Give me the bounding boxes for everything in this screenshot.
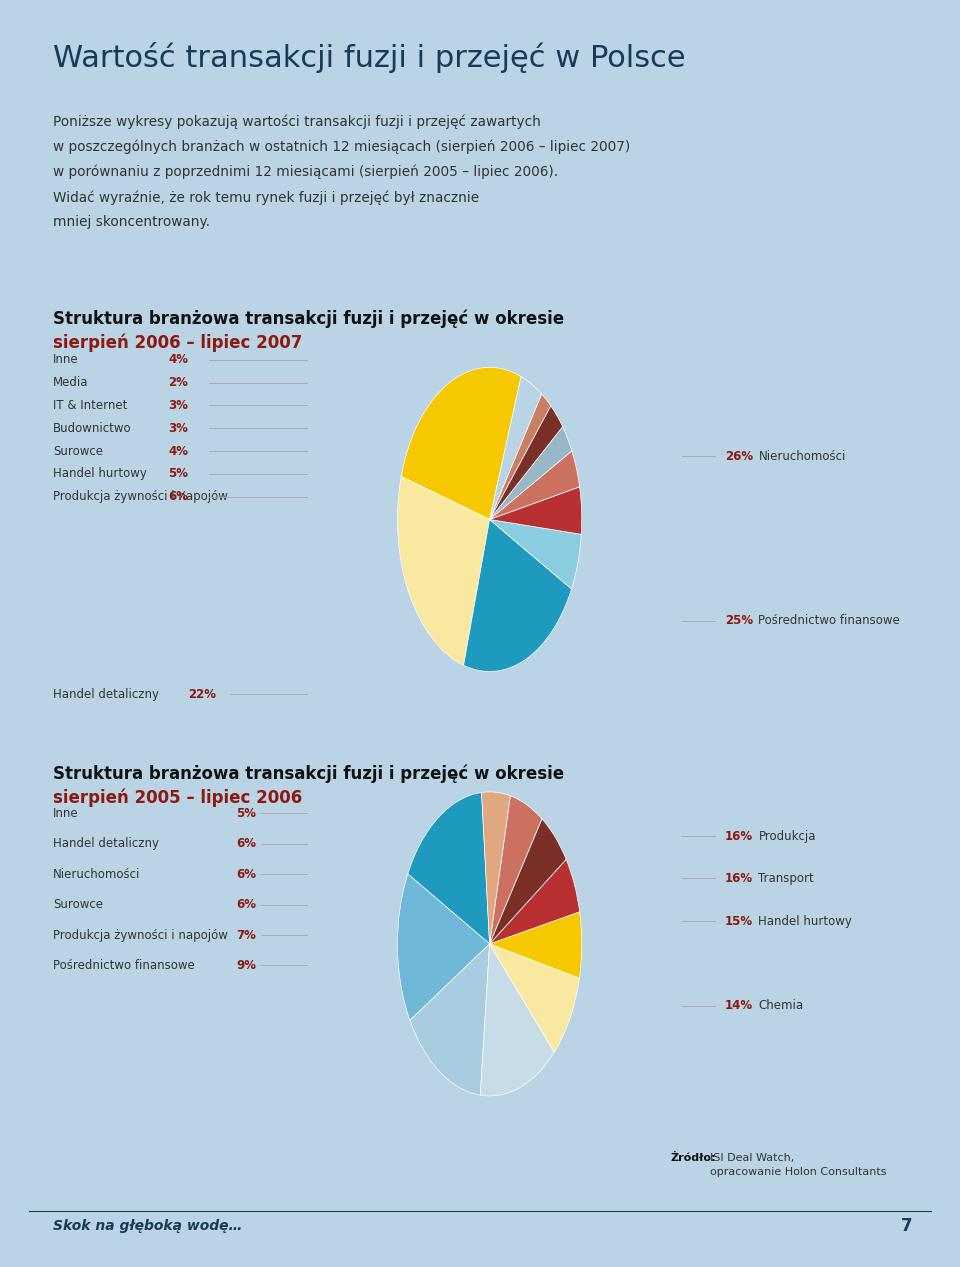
Text: 6%: 6% <box>236 837 256 850</box>
Text: Surowce: Surowce <box>53 898 103 911</box>
Wedge shape <box>408 792 490 944</box>
Text: 4%: 4% <box>168 353 188 366</box>
Text: 6%: 6% <box>236 868 256 881</box>
Text: 25%: 25% <box>725 614 753 627</box>
Text: Struktura branżowa transakcji fuzji i przejęć w okresie: Struktura branżowa transakcji fuzji i pr… <box>53 309 564 328</box>
Text: 5%: 5% <box>168 468 188 480</box>
Text: 2%: 2% <box>168 376 188 389</box>
Text: Struktura branżowa transakcji fuzji i przejęć w okresie: Struktura branżowa transakcji fuzji i pr… <box>53 764 564 783</box>
Wedge shape <box>490 376 541 519</box>
Wedge shape <box>490 451 580 519</box>
Text: 7%: 7% <box>236 929 256 941</box>
Text: Skok na głęboką wodę…: Skok na głęboką wodę… <box>53 1219 242 1234</box>
Text: mniej skoncentrowany.: mniej skoncentrowany. <box>53 215 210 229</box>
Text: Handel hurtowy: Handel hurtowy <box>758 915 852 927</box>
Wedge shape <box>490 519 582 589</box>
Text: Inne: Inne <box>53 353 79 366</box>
Text: sierpień 2006 – lipiec 2007: sierpień 2006 – lipiec 2007 <box>53 333 302 352</box>
Text: Widać wyraźnie, że rok temu rynek fuzji i przejęć był znacznie: Widać wyraźnie, że rok temu rynek fuzji … <box>53 190 479 204</box>
Wedge shape <box>480 944 554 1096</box>
Text: Wartość transakcji fuzji i przejęć w Polsce: Wartość transakcji fuzji i przejęć w Pol… <box>53 42 685 72</box>
Wedge shape <box>490 796 542 944</box>
Wedge shape <box>490 487 582 535</box>
Text: 6%: 6% <box>236 898 256 911</box>
Text: Produkcja żywności i napojów: Produkcja żywności i napojów <box>53 929 228 941</box>
Wedge shape <box>490 427 572 519</box>
Text: 5%: 5% <box>236 807 256 820</box>
Wedge shape <box>490 818 566 944</box>
Text: Inne: Inne <box>53 807 79 820</box>
Text: Handel detaliczny: Handel detaliczny <box>53 837 158 850</box>
Text: 9%: 9% <box>236 959 256 972</box>
Text: Produkcja żywności i napojów: Produkcja żywności i napojów <box>53 490 228 503</box>
Text: Chemia: Chemia <box>758 1000 804 1012</box>
Text: Produkcja: Produkcja <box>758 830 816 843</box>
Wedge shape <box>490 405 563 519</box>
Text: Żródło:: Żródło: <box>670 1153 715 1163</box>
Text: Nieruchomości: Nieruchomości <box>758 450 846 462</box>
Text: w poszczególnych branżach w ostatnich 12 miesiącach (sierpień 2006 – lipiec 2007: w poszczególnych branżach w ostatnich 12… <box>53 139 630 153</box>
Wedge shape <box>482 792 511 944</box>
Text: Poniższe wykresy pokazują wartości transakcji fuzji i przejęć zawartych: Poniższe wykresy pokazują wartości trans… <box>53 114 540 128</box>
Text: 15%: 15% <box>725 915 753 927</box>
Wedge shape <box>490 394 551 519</box>
Text: 7: 7 <box>900 1218 912 1235</box>
Text: 4%: 4% <box>168 445 188 457</box>
Text: IT & Internet: IT & Internet <box>53 399 127 412</box>
Text: 3%: 3% <box>168 422 188 435</box>
Text: w porównaniu z poprzednimi 12 miesiącami (sierpień 2005 – lipiec 2006).: w porównaniu z poprzednimi 12 miesiącami… <box>53 165 558 179</box>
Wedge shape <box>490 944 580 1052</box>
Text: Handel hurtowy: Handel hurtowy <box>53 468 147 480</box>
Text: Handel detaliczny: Handel detaliczny <box>53 688 158 701</box>
Text: 16%: 16% <box>725 872 753 884</box>
Text: Surowce: Surowce <box>53 445 103 457</box>
Wedge shape <box>410 944 490 1095</box>
Text: 6%: 6% <box>168 490 188 503</box>
Text: 3%: 3% <box>168 399 188 412</box>
Wedge shape <box>397 874 490 1020</box>
Wedge shape <box>490 859 580 944</box>
Text: 26%: 26% <box>725 450 753 462</box>
Text: sierpień 2005 – lipiec 2006: sierpień 2005 – lipiec 2006 <box>53 788 302 807</box>
Wedge shape <box>490 912 582 978</box>
Wedge shape <box>397 476 490 665</box>
Text: Media: Media <box>53 376 88 389</box>
Text: Pośrednictwo finansowe: Pośrednictwo finansowe <box>758 614 900 627</box>
Text: Budownictwo: Budownictwo <box>53 422 132 435</box>
Text: 22%: 22% <box>188 688 216 701</box>
Text: 14%: 14% <box>725 1000 753 1012</box>
Text: 16%: 16% <box>725 830 753 843</box>
Text: ISI Deal Watch,
opracowanie Holon Consultants: ISI Deal Watch, opracowanie Holon Consul… <box>710 1153 887 1177</box>
Text: Transport: Transport <box>758 872 814 884</box>
Wedge shape <box>401 367 521 519</box>
Wedge shape <box>464 519 571 672</box>
Text: Pośrednictwo finansowe: Pośrednictwo finansowe <box>53 959 195 972</box>
Text: Nieruchomości: Nieruchomości <box>53 868 140 881</box>
